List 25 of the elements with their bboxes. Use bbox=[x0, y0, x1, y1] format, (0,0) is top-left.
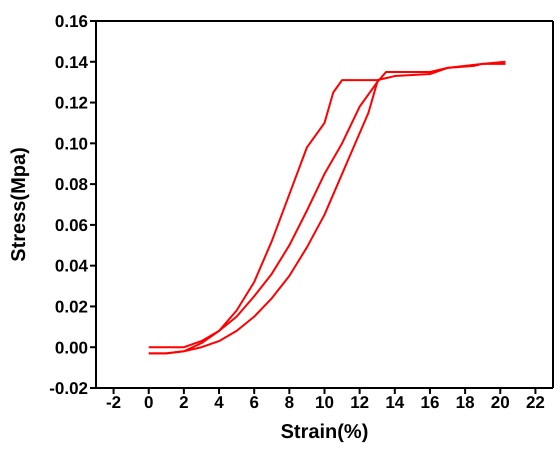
x-tick-label: 14 bbox=[385, 393, 405, 412]
y-tick-label: 0.00 bbox=[54, 338, 88, 358]
x-tick-label: 0 bbox=[144, 393, 154, 412]
y-tick-label: 0.16 bbox=[54, 12, 88, 32]
x-tick-label: 10 bbox=[315, 393, 334, 412]
y-tick-label: 0.06 bbox=[54, 216, 88, 235]
x-tick-label: 20 bbox=[490, 393, 510, 412]
y-tick-label: 0.08 bbox=[54, 175, 88, 194]
y-tick-label: 0.14 bbox=[54, 52, 89, 72]
y-tick-label: 0.12 bbox=[54, 94, 88, 113]
y-tick-label: 0.04 bbox=[54, 256, 89, 276]
y-tick-label: -0.02 bbox=[49, 379, 88, 398]
x-tick-label: 12 bbox=[350, 393, 370, 412]
x-tick-label: 22 bbox=[526, 393, 545, 412]
x-tick-label: 6 bbox=[249, 393, 259, 412]
x-tick-label: 16 bbox=[420, 393, 440, 412]
x-tick-label: 2 bbox=[179, 393, 189, 412]
y-tick-label: 0.10 bbox=[54, 134, 88, 154]
x-tick-label: -2 bbox=[106, 393, 122, 412]
x-tick-label: 18 bbox=[456, 393, 475, 412]
x-tick-label: 8 bbox=[284, 393, 294, 412]
y-tick-label: 0.02 bbox=[54, 297, 88, 316]
x-axis-title: Strain(%) bbox=[280, 421, 368, 443]
y-axis-title: Stress(Mpa) bbox=[8, 147, 30, 262]
x-tick-label: 4 bbox=[214, 393, 224, 412]
